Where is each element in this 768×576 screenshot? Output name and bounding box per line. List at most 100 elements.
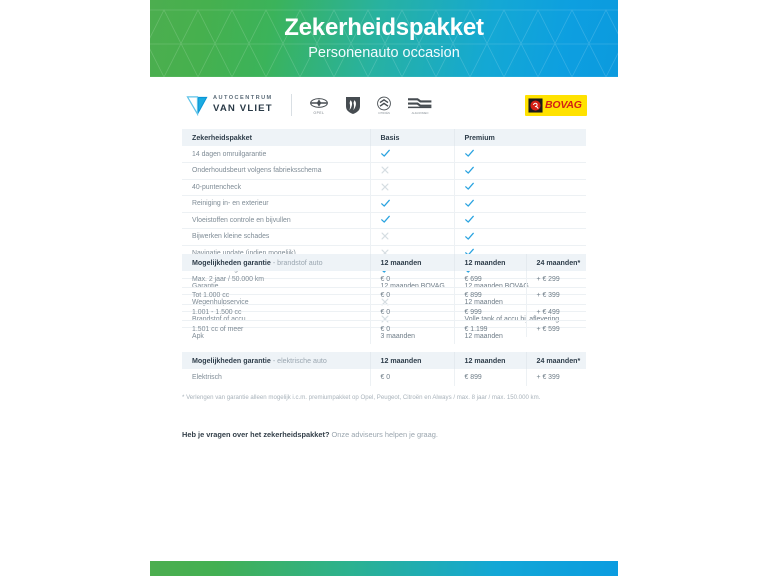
feature-label: 14 dagen omruilgarantie bbox=[192, 150, 267, 158]
table-row: Onderhoudsbeurt volgens fabrieksschema bbox=[182, 162, 586, 179]
feature-basis-value bbox=[369, 228, 454, 245]
table-warranty-electric-body: Elektrisch € 0 € 899 + € 399 bbox=[182, 369, 586, 386]
warranty-price-1: € 0 bbox=[369, 303, 454, 321]
feature-premium-value bbox=[453, 178, 586, 196]
feature-basis-value bbox=[369, 146, 454, 163]
col-header-premium: Premium bbox=[453, 129, 586, 146]
feature-basis-value bbox=[369, 162, 454, 179]
electric-title-sub: - elektrische auto bbox=[272, 356, 327, 365]
table-row: 1.001 - 1.500 cc € 0 € 999 + € 499 bbox=[182, 303, 586, 321]
feature-premium-value bbox=[453, 162, 586, 179]
brand-logo-list: OPEL CITROËN ALFA ROMEO bbox=[308, 96, 433, 115]
brand-bar: AUTOCENTRUM VAN VLIET OPEL bbox=[150, 85, 618, 125]
logo-divider bbox=[290, 94, 292, 116]
warranty-label: 1.001 - 1.500 cc bbox=[182, 303, 370, 321]
bottom-gradient-bar bbox=[150, 561, 618, 576]
feature-basis-value bbox=[369, 195, 454, 212]
hero-triangle-pattern bbox=[150, 9, 618, 77]
table-row: Tot 1.000 cc € 0 € 899 + € 399 bbox=[182, 287, 586, 304]
col-header-electric-2: 12 maanden bbox=[453, 352, 526, 369]
col-header-fuel-title: Mogelijkheden garantie - brandstof auto bbox=[182, 254, 370, 271]
check-icon bbox=[464, 166, 474, 174]
table-row: Reiniging in- en exterieur bbox=[182, 195, 586, 212]
check-icon bbox=[464, 149, 474, 157]
table-row: 1.501 cc of meer € 0 € 1.199 + € 599 bbox=[182, 320, 586, 337]
warranty-price-3: + € 299 bbox=[525, 271, 586, 288]
col-header-electric-1: 12 maanden bbox=[369, 352, 454, 369]
van-vliet-mark-icon bbox=[186, 95, 208, 116]
alfa-romeo-logo: ALFA ROMEO bbox=[407, 97, 432, 115]
citroen-logo: CITROËN bbox=[376, 96, 391, 115]
warranty-label: Max. 2 jaar / 50.000 km bbox=[192, 275, 265, 283]
warranty-price-3: + € 599 bbox=[525, 320, 586, 337]
cta-answer: Onze adviseurs helpen je graag. bbox=[331, 430, 438, 439]
warranty-price-2: € 1.199 bbox=[453, 320, 526, 337]
cross-icon bbox=[381, 232, 388, 240]
svg-text:ALFA ROMEO: ALFA ROMEO bbox=[411, 111, 428, 115]
warranty-label: Elektrisch bbox=[192, 373, 222, 381]
warranty-price-3: + € 399 bbox=[525, 369, 586, 386]
fuel-title-main: Mogelijkheden garantie bbox=[192, 258, 271, 267]
feature-label: Reiniging in- en exterieur bbox=[182, 195, 370, 212]
content-card: AUTOCENTRUM VAN VLIET OPEL bbox=[150, 77, 618, 553]
col-header-electric-3: 24 maanden* bbox=[525, 352, 586, 369]
opel-logo: OPEL bbox=[309, 97, 328, 115]
feature-label: Onderhoudsbeurt volgens fabrieksschema bbox=[182, 162, 370, 179]
feature-basis-value bbox=[369, 211, 454, 229]
table-warranty-fuel: Mogelijkheden garantie - brandstof auto … bbox=[182, 254, 586, 337]
contact-cta: Heb je vragen over het zekerheidspakket?… bbox=[182, 430, 582, 440]
bovag-label: BOVAG bbox=[545, 98, 582, 111]
bovag-seal-icon bbox=[528, 97, 543, 113]
hero-banner: Zekerheidspakket Personenauto occasion bbox=[150, 0, 618, 77]
warranty-price-2: € 899 bbox=[453, 369, 526, 386]
warranty-price-2: € 899 bbox=[453, 287, 526, 304]
dealer-logo-top-text: AUTOCENTRUM bbox=[213, 95, 273, 102]
table-warranty-electric: Mogelijkheden garantie - elektrische aut… bbox=[182, 352, 586, 386]
check-icon bbox=[464, 199, 474, 207]
check-icon bbox=[464, 182, 474, 190]
footnote: * Verlengen van garantie alleen mogelijk… bbox=[182, 394, 541, 401]
feature-premium-value bbox=[453, 195, 586, 212]
cross-icon bbox=[381, 183, 388, 191]
warranty-price-3: + € 399 bbox=[525, 287, 586, 304]
check-icon bbox=[464, 232, 474, 240]
dealer-logo-bottom-text: VAN VLIET bbox=[213, 102, 273, 114]
table-warranty-electric-header-row: Mogelijkheden garantie - elektrische aut… bbox=[182, 352, 586, 369]
table-warranty-fuel-body: Max. 2 jaar / 50.000 km € 0 € 699 + € 299 To… bbox=[182, 271, 586, 337]
warranty-price-3: + € 499 bbox=[525, 303, 586, 321]
col-header-fuel-2: 12 maanden bbox=[453, 254, 526, 271]
table-row: 40-puntencheck bbox=[182, 178, 586, 196]
warranty-price-1: € 0 bbox=[369, 369, 454, 386]
hero-subtitle: Personenauto occasion bbox=[308, 44, 460, 61]
feature-premium-value bbox=[453, 211, 586, 229]
table-row: Max. 2 jaar / 50.000 km € 0 € 699 + € 299 bbox=[182, 271, 586, 288]
col-header-fuel-1: 12 maanden bbox=[369, 254, 454, 271]
col-header-electric-title: Mogelijkheden garantie - elektrische aut… bbox=[182, 352, 370, 369]
check-icon bbox=[380, 199, 390, 207]
warranty-price-2: € 699 bbox=[453, 271, 526, 288]
svg-text:CITROËN: CITROËN bbox=[378, 111, 390, 115]
table-row: Elektrisch € 0 € 899 + € 399 bbox=[182, 369, 586, 386]
dealer-logo: AUTOCENTRUM VAN VLIET bbox=[186, 95, 273, 116]
check-icon bbox=[380, 215, 390, 223]
feature-label: Vloeistoffen controle en bijvullen bbox=[182, 211, 370, 229]
col-header-fuel-3: 24 maanden* bbox=[525, 254, 586, 271]
cross-icon bbox=[381, 166, 388, 174]
cta-question: Heb je vragen over het zekerheidspakket? bbox=[182, 430, 330, 439]
feature-basis-value bbox=[369, 178, 454, 196]
warranty-label: 1.501 cc of meer bbox=[182, 320, 370, 337]
col-header-feature: Zekerheidspakket bbox=[182, 129, 370, 146]
warranty-price-1: € 0 bbox=[369, 271, 454, 288]
table-warranty-fuel-header-row: Mogelijkheden garantie - brandstof auto … bbox=[182, 254, 586, 271]
peugeot-logo bbox=[345, 96, 360, 114]
check-icon bbox=[464, 215, 474, 223]
col-header-basis: Basis bbox=[369, 129, 454, 146]
table-row: Bijwerken kleine schades bbox=[182, 228, 586, 245]
hero-title: Zekerheidspakket bbox=[284, 14, 484, 41]
table-row: 14 dagen omruilgarantie bbox=[182, 146, 586, 163]
table-row: Vloeistoffen controle en bijvullen bbox=[182, 211, 586, 229]
fuel-title-sub: - brandstof auto bbox=[272, 258, 323, 267]
feature-premium-value bbox=[453, 146, 586, 163]
svg-text:OPEL: OPEL bbox=[313, 111, 324, 115]
